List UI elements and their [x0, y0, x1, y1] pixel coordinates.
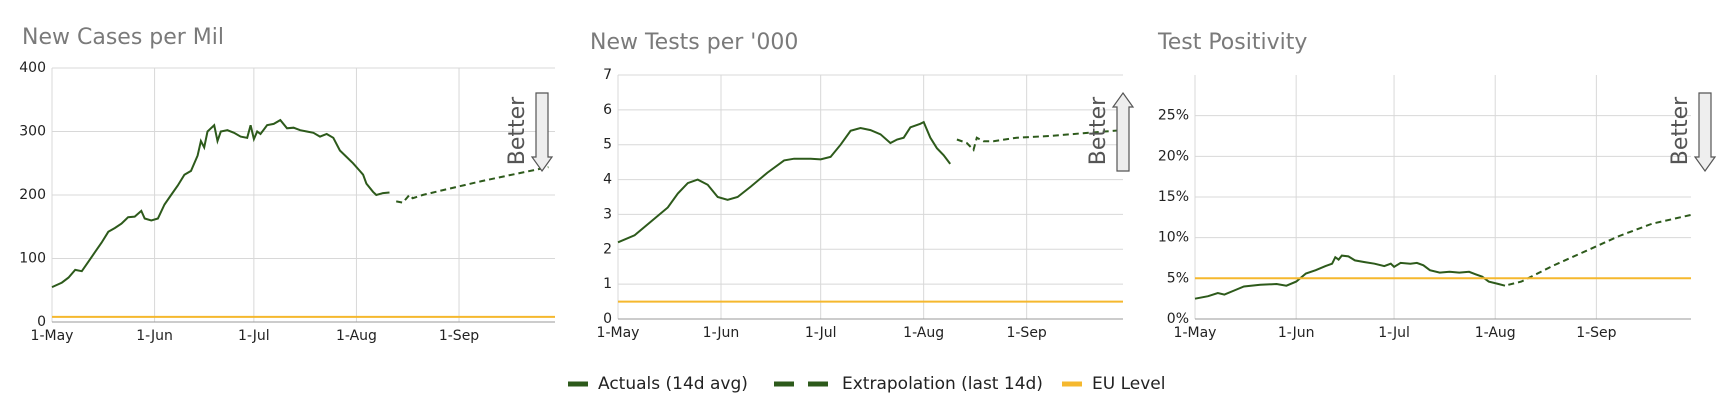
legend-label: Extrapolation (last 14d) — [842, 374, 1043, 394]
y-tick-label: 6 — [603, 102, 612, 118]
y-tick-label: 10% — [1158, 230, 1189, 246]
x-tick-label: 1-Aug — [336, 328, 377, 344]
series-line — [396, 166, 549, 204]
y-tick-label: 4 — [603, 172, 612, 188]
x-tick-label: 1-Jul — [1378, 325, 1410, 341]
chart-title: New Tests per '000 — [590, 30, 798, 55]
y-tick-label: 0 — [37, 314, 46, 330]
y-tick-label: 20% — [1158, 148, 1189, 164]
annotation-arrow — [1693, 92, 1717, 173]
y-tick-label: 1 — [603, 276, 612, 292]
x-tick-label: 1-May — [31, 328, 74, 344]
x-tick-label: 1-Jun — [703, 325, 740, 341]
annotation-arrow — [1111, 91, 1135, 172]
chart-title: New Cases per Mil — [22, 25, 224, 50]
x-tick-label: 1-Aug — [903, 325, 944, 341]
x-tick-label: 1-Sep — [439, 328, 479, 344]
series-line — [956, 129, 1124, 152]
annotation-text: Better — [1086, 96, 1111, 165]
y-tick-label: 2 — [603, 241, 612, 257]
x-tick-label: 1-Sep — [1006, 325, 1046, 341]
x-tick-label: 1-Jul — [238, 328, 270, 344]
y-tick-label: 5% — [1167, 270, 1189, 286]
legend-label: Actuals (14d avg) — [598, 374, 748, 394]
y-tick-label: 25% — [1158, 108, 1189, 124]
series-line — [51, 118, 390, 289]
x-tick-label: 1-May — [1174, 325, 1217, 341]
legend-label: EU Level — [1092, 374, 1165, 394]
y-tick-label: 300 — [19, 124, 46, 140]
y-tick-label: 5 — [603, 137, 612, 153]
annotation-text: Better — [505, 96, 530, 165]
y-tick-label: 7 — [603, 67, 612, 83]
y-tick-label: 400 — [19, 60, 46, 76]
x-tick-label: 1-May — [597, 325, 640, 341]
x-tick-label: 1-Jun — [136, 328, 173, 344]
series-line — [1508, 213, 1692, 286]
y-tick-label: 200 — [19, 187, 46, 203]
annotation-arrow — [530, 92, 554, 173]
y-tick-label: 0% — [1167, 311, 1189, 327]
annotation-text: Better — [1668, 96, 1693, 165]
chart-title: Test Positivity — [1157, 30, 1307, 55]
series-line — [1194, 254, 1506, 300]
x-tick-label: 1-Sep — [1576, 325, 1616, 341]
y-tick-label: 3 — [603, 206, 612, 222]
x-tick-label: 1-Jun — [1278, 325, 1315, 341]
y-tick-label: 0 — [603, 311, 612, 327]
x-tick-label: 1-Aug — [1475, 325, 1516, 341]
y-tick-label: 100 — [19, 251, 46, 267]
x-tick-label: 1-Jul — [805, 325, 837, 341]
series-line — [617, 120, 951, 244]
y-tick-label: 15% — [1158, 189, 1189, 205]
